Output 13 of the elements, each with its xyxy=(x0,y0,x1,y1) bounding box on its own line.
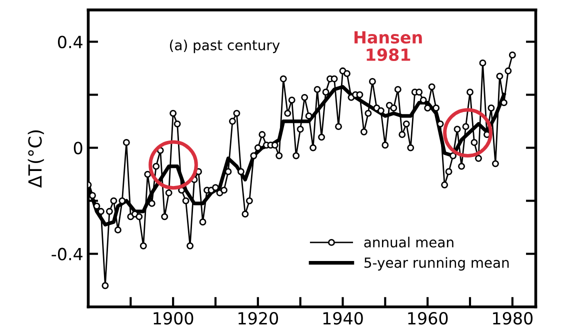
x-tick-label: 1900 xyxy=(154,312,194,325)
x-tick-label: 1920 xyxy=(238,312,278,325)
legend-label: annual mean xyxy=(364,236,454,248)
annotation: (a) past century xyxy=(170,40,280,54)
legend-label: 5-year running mean xyxy=(364,257,509,271)
x-tick-label: 1940 xyxy=(323,312,363,325)
y-axis-title: ΔT(°C) xyxy=(28,130,44,188)
y-tick-label: 0.4 xyxy=(58,36,82,48)
y-tick-label: 0 xyxy=(74,142,82,154)
x-tick-label: 1980 xyxy=(493,312,533,325)
annotation: Hansen 1981 xyxy=(354,31,422,62)
y-tick-label: -0.4 xyxy=(52,248,82,260)
x-tick-label: 1960 xyxy=(408,312,448,325)
